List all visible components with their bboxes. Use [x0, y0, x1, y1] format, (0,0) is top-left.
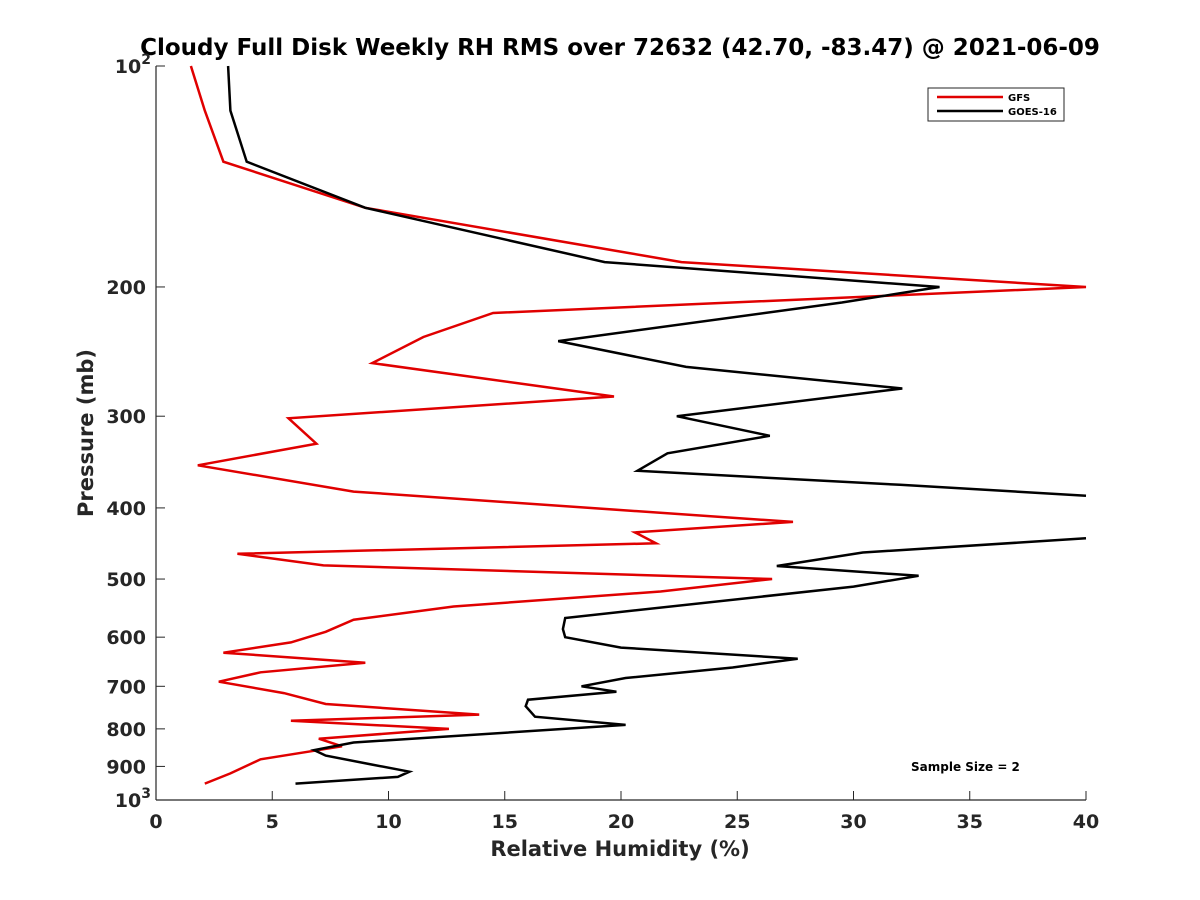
x-tick-label: 30 [840, 811, 866, 833]
y-tick-label: 200 [106, 277, 146, 299]
series-line-goes16 [226, 65, 1087, 785]
y-tick-label: 300 [106, 406, 146, 428]
y-tick-label: 500 [106, 569, 146, 591]
y-tick-label: 600 [106, 627, 146, 649]
x-tick-label: 20 [608, 811, 634, 833]
series-line-gfs [189, 65, 1087, 785]
y-tick-label: 800 [106, 719, 146, 741]
axes: 0 5 10 15 20 25 30 35 40 102 200 300 400 500 600 700 800… [106, 52, 1099, 833]
y-tick-label: 900 [106, 756, 146, 778]
x-tick-label: 40 [1073, 811, 1099, 833]
x-tick-label: 15 [492, 811, 518, 833]
legend-box [927, 87, 1065, 122]
x-tick-label: 25 [724, 811, 750, 833]
legend-label-goes16: GOES-16 [1008, 107, 1057, 118]
plot-lines [189, 65, 1087, 785]
y-tick-label: 103 [115, 786, 151, 812]
x-tick-label: 35 [957, 811, 983, 833]
y-tick-label: 700 [106, 676, 146, 698]
legend-label-gfs: GFS [1008, 93, 1030, 104]
y-tick-label: 102 [115, 52, 151, 78]
x-tick-label: 0 [149, 811, 162, 833]
y-tick-label: 400 [106, 498, 146, 520]
chart-title: Cloudy Full Disk Weekly RH RMS over 7263… [140, 35, 1100, 61]
y-axis-title: Pressure (mb) [74, 349, 98, 517]
legend: GFS GOES-16 [927, 87, 1065, 122]
x-axis-title: Relative Humidity (%) [490, 837, 749, 861]
x-tick-label: 10 [375, 811, 401, 833]
x-tick-label: 5 [266, 811, 279, 833]
sample-size-annotation: Sample Size = 2 [911, 760, 1020, 774]
